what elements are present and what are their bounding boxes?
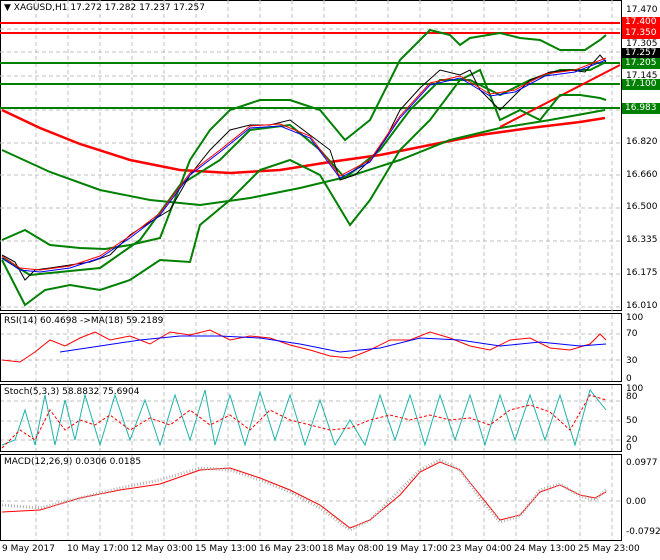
time-label: 18 May 08:00 [322, 544, 384, 554]
current-price-tag: 17.257 [622, 48, 660, 59]
price-label: 17.470 [626, 5, 658, 15]
rsi-axis-label: 100 [626, 313, 644, 323]
price-label: 16.820 [626, 137, 658, 147]
chart-title: ▼ XAGUSD,H1 17.272 17.282 17.237 17.257 [4, 3, 205, 13]
stoch-axis-label: 100 [626, 384, 644, 394]
rsi-grid [0, 333, 620, 361]
price-label: 16.175 [626, 268, 658, 278]
macd-title: MACD(12,26,9) 0.0306 0.0185 [4, 457, 142, 467]
key-levels [0, 22, 620, 109]
level-tag-support: 17.205 [622, 58, 660, 69]
stoch-grid [0, 400, 620, 441]
price-label: 16.660 [626, 170, 658, 180]
price-label: 17.305 [626, 39, 658, 49]
level-tag-support: 16.983 [622, 103, 660, 114]
main-grid [0, 0, 620, 540]
price-label: 16.335 [626, 235, 658, 245]
stoch-axis-label: 20 [626, 435, 638, 445]
time-label: 16 May 23:00 [259, 544, 321, 554]
rsi-axis-label: 30 [626, 356, 638, 366]
rsi-title: RSI(14) 60.4698 ->MA(18) 59.2189 [4, 316, 164, 326]
stoch-title: Stoch(5,3,3) 58.8832 75.6904 [4, 387, 140, 397]
level-tag-resistance: 17.400 [622, 17, 660, 28]
price-label: 16.500 [626, 202, 658, 212]
time-label: 19 May 17:00 [386, 544, 448, 554]
stoch-axis-label: 50 [626, 416, 638, 426]
time-label: 10 May 17:00 [67, 544, 129, 554]
macd-axis-label: 0.0977 [626, 458, 658, 468]
level-tag-resistance: 17.350 [622, 28, 660, 39]
rsi-axis-label: 0 [626, 374, 632, 384]
stochastic-panel[interactable] [0, 384, 622, 452]
chart-drawing [0, 0, 621, 540]
rsi-axis-label: 70 [626, 329, 638, 339]
macd-axis-label: -0.0792 [626, 527, 660, 537]
time-label: 15 May 13:00 [195, 544, 257, 554]
level-tag-support: 17.100 [622, 79, 660, 90]
time-label: 24 May 13:00 [514, 544, 576, 554]
stoch-axis-label: 0 [626, 443, 632, 453]
rsi-panel[interactable] [0, 313, 622, 382]
price-label: 16.010 [626, 301, 658, 311]
menu-triangle-icon[interactable]: ▼ [4, 3, 14, 13]
macd-axis-label: 0.00 [626, 497, 647, 507]
time-label: 23 May 04:00 [450, 544, 512, 554]
time-label: 12 May 03:00 [131, 544, 193, 554]
time-label: 9 May 2017 [2, 544, 55, 554]
price-label: 17.145 [626, 71, 658, 81]
time-label: 25 May 23:00 [578, 544, 640, 554]
macd-panel[interactable] [0, 454, 622, 541]
stoch-axis-label: 80 [626, 392, 638, 402]
